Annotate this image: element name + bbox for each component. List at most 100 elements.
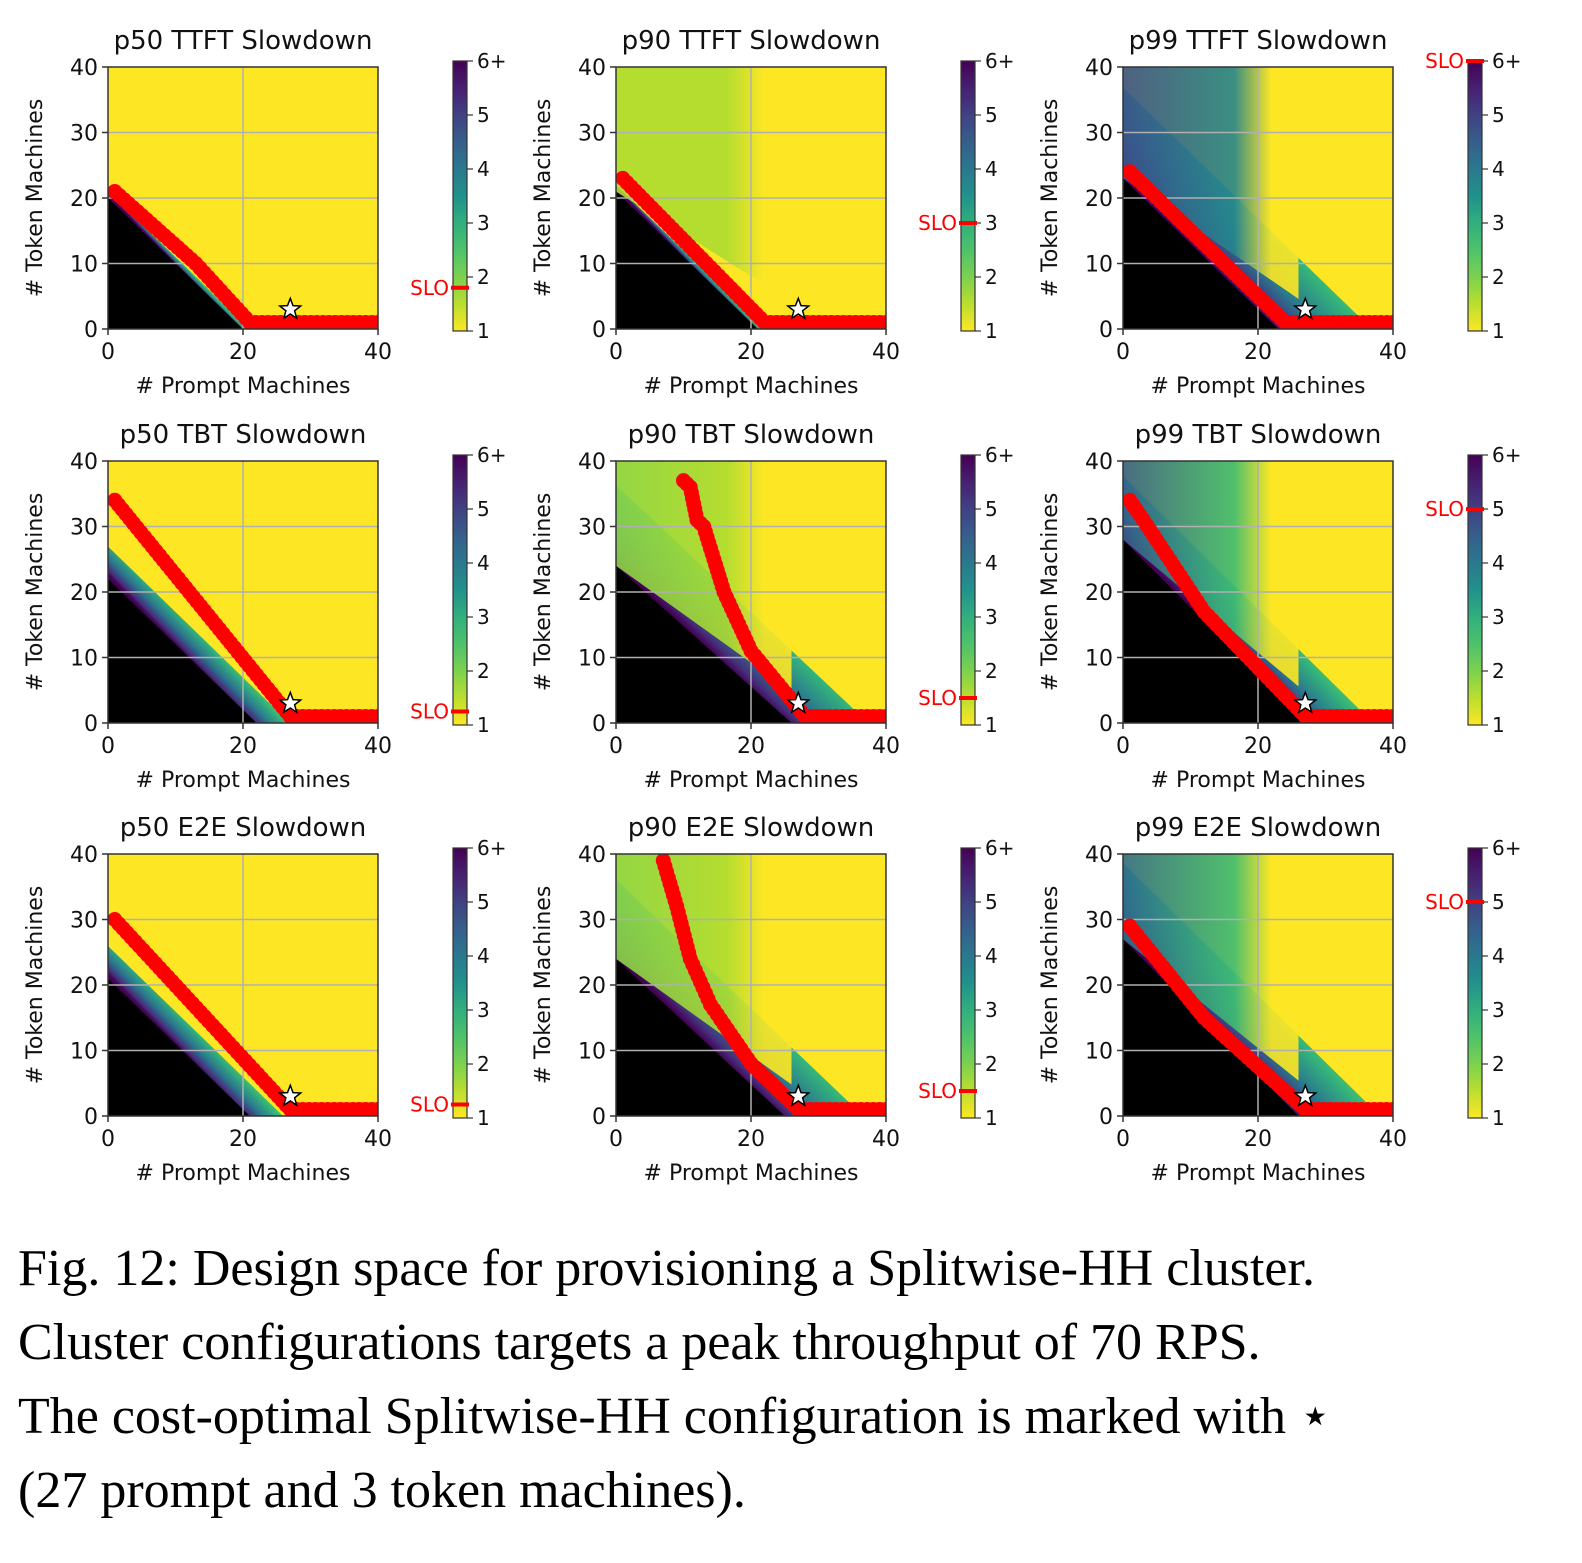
y-tick-label: 10 <box>1085 253 1113 278</box>
x-tick-label: 0 <box>609 734 623 759</box>
y-tick-label: 10 <box>70 647 98 672</box>
heatmap-area <box>1123 854 1393 1116</box>
colorbar-tick-label: 2 <box>985 265 998 289</box>
colorbar-tick-label: 6+ <box>1492 836 1521 860</box>
y-tick-label: 10 <box>1085 647 1113 672</box>
y-axis-label: # Token Machines <box>531 99 556 298</box>
y-tick-label: 0 <box>84 1105 98 1130</box>
colorbar-tick-label: 4 <box>477 157 490 181</box>
infeasible-region <box>1123 178 1279 329</box>
colorbar-tick-label: 4 <box>477 551 490 575</box>
optimal-star-marker <box>1292 1083 1318 1107</box>
x-tick-label: 20 <box>229 734 257 759</box>
slo-label: SLO <box>410 700 449 724</box>
colorbar <box>1467 60 1483 332</box>
y-tick-label: 0 <box>1099 712 1113 737</box>
colorbar-tick-label: 6+ <box>1492 49 1521 73</box>
y-tick-label: 40 <box>70 56 98 81</box>
infeasible-region <box>616 191 758 329</box>
x-tick-label: 0 <box>609 340 623 365</box>
x-tick-label: 0 <box>101 1127 115 1152</box>
x-axis-label: # Prompt Machines <box>136 374 351 399</box>
x-axis-label: # Prompt Machines <box>644 1161 859 1186</box>
caption-line: (27 prompt and 3 token machines). <box>18 1462 746 1519</box>
optimal-star-marker <box>1292 690 1318 714</box>
slo-point <box>878 708 886 723</box>
heatmap-area <box>1123 461 1393 723</box>
x-tick-label: 20 <box>229 340 257 365</box>
slo-label: SLO <box>1425 890 1464 914</box>
slowdown-tint <box>1123 67 1299 299</box>
x-axis-label: # Prompt Machines <box>1151 768 1366 793</box>
y-tick-label: 40 <box>1085 56 1113 81</box>
colorbar-tick-label: 1 <box>477 319 490 343</box>
colorbar-tick-label: 3 <box>1492 998 1505 1022</box>
colorbar-tick-label: 1 <box>1492 319 1505 343</box>
colorbar-tick-label: 3 <box>985 998 998 1022</box>
colorbar-tick-label: 5 <box>477 497 490 521</box>
y-tick-label: 20 <box>70 974 98 999</box>
colorbar-tick-label: 3 <box>1492 211 1505 235</box>
y-tick-label: 20 <box>70 187 98 212</box>
optimal-star-marker <box>277 296 303 320</box>
y-tick-label: 40 <box>578 450 606 475</box>
colorbar-tick-label: 6+ <box>477 443 506 467</box>
colorbar-tick-label: 2 <box>985 659 998 683</box>
y-tick-label: 20 <box>578 581 606 606</box>
colorbar-tick-label: 6+ <box>985 49 1014 73</box>
panel-title: p90 TBT Slowdown <box>628 420 875 450</box>
colorbar-tick-label: 2 <box>477 659 490 683</box>
y-tick-label: 20 <box>1085 974 1113 999</box>
y-tick-label: 0 <box>1099 1105 1113 1130</box>
y-tick-label: 30 <box>1085 516 1113 541</box>
colorbar <box>452 847 468 1119</box>
colorbar <box>960 847 976 1119</box>
y-tick-label: 0 <box>592 318 606 343</box>
x-tick-label: 40 <box>872 340 900 365</box>
y-axis-label: # Token Machines <box>1038 493 1063 692</box>
colorbar-tick-label: 5 <box>985 890 998 914</box>
y-tick-label: 30 <box>1085 909 1113 934</box>
y-tick-label: 0 <box>84 712 98 737</box>
chart-panel: p99 TBT Slowdown 0 20 40 0 10 20 30 40 # Prompt M… <box>1038 420 1521 793</box>
y-tick-label: 20 <box>1085 581 1113 606</box>
y-tick-label: 40 <box>1085 843 1113 868</box>
x-tick-label: 20 <box>737 734 765 759</box>
slowdown-tint <box>616 67 792 302</box>
x-axis-label: # Prompt Machines <box>644 374 859 399</box>
y-tick-label: 30 <box>70 122 98 147</box>
heatmap-area <box>616 461 886 723</box>
x-tick-label: 20 <box>737 340 765 365</box>
colorbar-tick-label: 5 <box>477 103 490 127</box>
y-axis-label: # Token Machines <box>23 99 48 298</box>
x-axis-label: # Prompt Machines <box>136 1161 351 1186</box>
x-tick-label: 20 <box>1244 734 1272 759</box>
x-tick-label: 40 <box>364 1127 392 1152</box>
colorbar-tick-label: 1 <box>1492 713 1505 737</box>
slo-point <box>370 314 378 329</box>
colorbar-tick-label: 4 <box>1492 551 1505 575</box>
colorbar-tick-label: 4 <box>985 944 998 968</box>
x-tick-label: 0 <box>1116 340 1130 365</box>
slowdown-tint <box>616 854 792 1085</box>
colorbar-tick-label: 1 <box>985 713 998 737</box>
x-axis-label: # Prompt Machines <box>1151 374 1366 399</box>
chart-panel: p90 TTFT Slowdown 0 20 40 0 10 20 30 40 # Prompt … <box>531 26 1014 399</box>
colorbar-tick-label: 2 <box>1492 1052 1505 1076</box>
heatmap-area <box>1123 67 1393 329</box>
y-tick-label: 20 <box>578 187 606 212</box>
panel-title: p99 E2E Slowdown <box>1135 813 1382 843</box>
y-tick-label: 20 <box>1085 187 1113 212</box>
optimal-star-marker <box>277 690 303 714</box>
optimal-star-marker <box>277 1083 303 1107</box>
colorbar-tick-label: 3 <box>1492 605 1505 629</box>
y-tick-label: 10 <box>578 647 606 672</box>
slowdown-tint <box>1123 854 1299 1081</box>
infeasible-region <box>108 578 257 723</box>
colorbar-tick-label: 5 <box>1492 103 1505 127</box>
heatmap-area <box>108 854 378 1116</box>
panel-title: p99 TTFT Slowdown <box>1129 26 1388 56</box>
x-tick-label: 0 <box>609 1127 623 1152</box>
heatmap-area <box>108 67 378 329</box>
